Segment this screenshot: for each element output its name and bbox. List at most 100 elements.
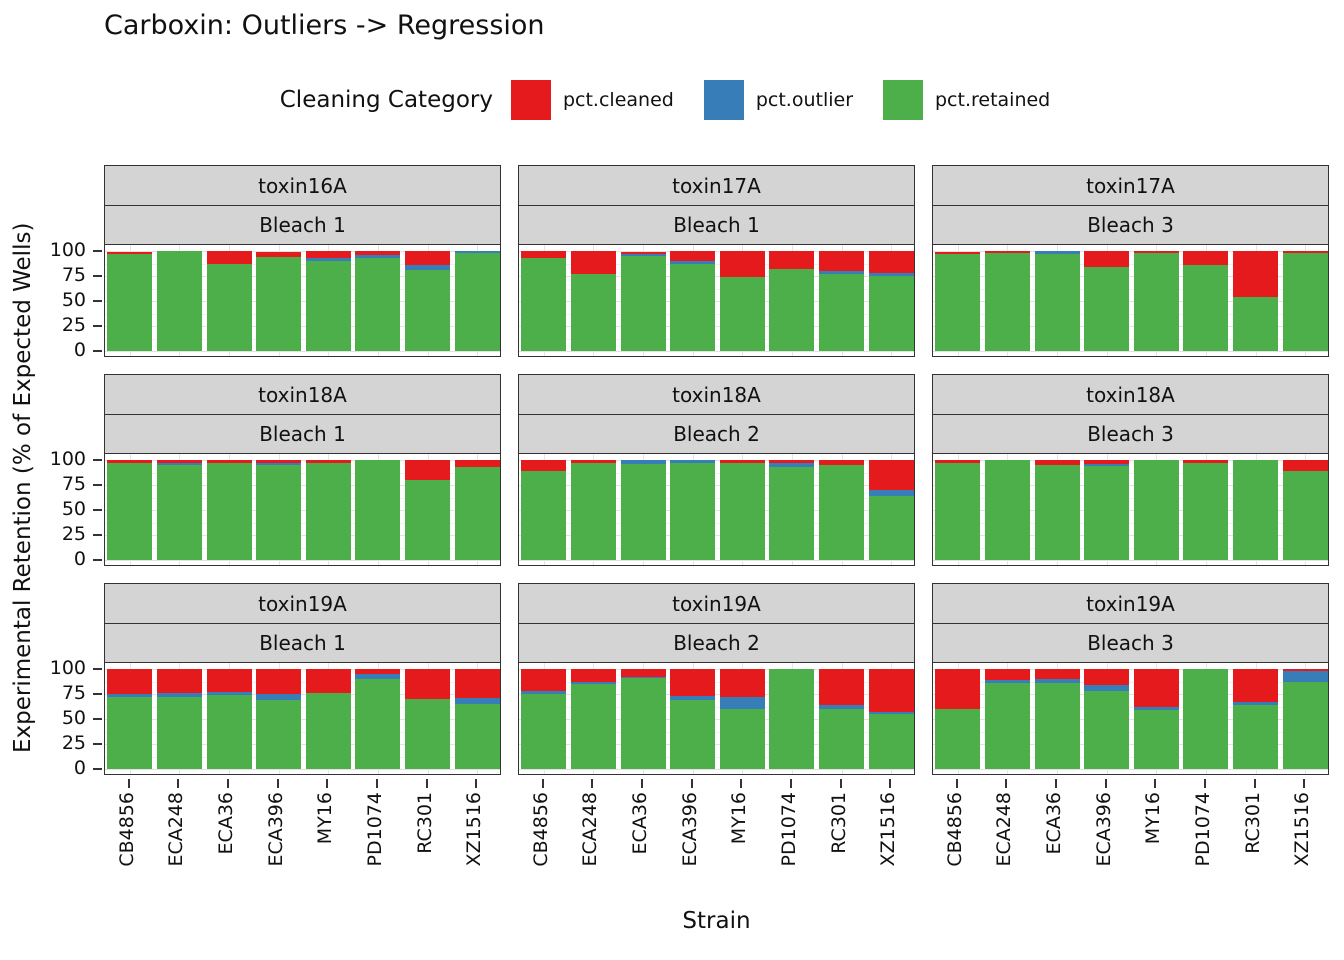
gridline-minor	[105, 547, 500, 549]
strip-bleach: Bleach 2	[518, 622, 915, 664]
bar-XZ1516	[869, 460, 914, 560]
bar-PD1074	[1183, 251, 1228, 351]
x-tick-mark	[376, 779, 378, 788]
bar-ECA396	[670, 251, 715, 351]
bar-segment-pct-retained	[256, 257, 301, 351]
gridline-major	[933, 535, 1328, 536]
bar-segment-pct-retained	[720, 277, 765, 351]
gridline-major	[519, 460, 914, 461]
bar-ECA36	[621, 669, 666, 769]
bar-segment-pct-cleaned	[521, 251, 566, 258]
gridline-minor	[933, 263, 1328, 265]
y-tick-label: 75	[61, 472, 86, 495]
y-tick-label: 0	[73, 338, 86, 361]
gridline-major	[105, 251, 500, 252]
bar-segment-pct-cleaned	[869, 669, 914, 712]
bar-segment-pct-cleaned	[405, 460, 450, 480]
y-tick-label: 25	[61, 731, 86, 754]
bar-segment-pct-retained	[1183, 463, 1228, 560]
y-axis-gutter: 0 25 50 75 100	[0, 374, 104, 570]
bar-segment-pct-cleaned	[935, 252, 980, 254]
x-tick-mark	[889, 779, 891, 788]
bar-segment-pct-outlier	[1084, 685, 1129, 691]
gridline-minor	[933, 547, 1328, 549]
bar-segment-pct-retained	[455, 253, 500, 351]
bar-segment-pct-retained	[157, 251, 202, 351]
bar-segment-pct-outlier	[1084, 464, 1129, 466]
gridline-major	[105, 694, 500, 695]
bar-segment-pct-cleaned	[935, 669, 980, 709]
bar-MY16	[720, 251, 765, 351]
bar-segment-pct-cleaned	[819, 460, 864, 465]
gridline-major	[105, 719, 500, 720]
gridline-major	[933, 769, 1328, 770]
x-tick-mark	[1154, 779, 1156, 788]
gridline-minor	[105, 706, 500, 708]
x-axis-row: CB4856 ECA248 ECA36 ECA396 MY16 PD1074 RC301 XZ…	[0, 779, 1329, 879]
legend-item: pct.outlier	[703, 80, 853, 120]
x-tick-label: MY16	[1142, 792, 1164, 845]
bar-segment-pct-outlier	[157, 693, 202, 697]
bar-segment-pct-cleaned	[1233, 251, 1278, 297]
gridline-major	[105, 301, 500, 302]
bar-segment-pct-cleaned	[1283, 251, 1328, 253]
y-tick-label: 75	[61, 263, 86, 286]
bar-ECA248	[571, 460, 616, 560]
gridline-minor	[933, 472, 1328, 474]
bar-segment-pct-cleaned	[1134, 251, 1179, 253]
bar-segment-pct-retained	[935, 254, 980, 351]
gridline-major	[933, 301, 1328, 302]
bar-ECA36	[1035, 251, 1080, 351]
x-tick-label: ECA396	[265, 792, 287, 867]
gridline-major	[933, 694, 1328, 695]
bar-ECA396	[256, 460, 301, 560]
x-tick-mark	[591, 779, 593, 788]
bar-RC301	[819, 251, 864, 351]
gridline-major	[933, 485, 1328, 486]
gridline-major	[519, 719, 914, 720]
plot-area	[104, 453, 501, 566]
bar-RC301	[819, 460, 864, 560]
gridline-minor	[519, 731, 914, 733]
bar-ECA248	[985, 460, 1030, 560]
x-tick-label: ECA248	[165, 792, 187, 867]
x-tick-label: ECA248	[993, 792, 1015, 867]
y-tick-label: 50	[61, 706, 86, 729]
bar-segment-pct-retained	[869, 276, 914, 351]
bar-XZ1516	[1283, 669, 1328, 769]
bar-CB4856	[107, 669, 152, 769]
facet-panel-toxin18A-Bleach2: toxin18A Bleach 2	[518, 374, 915, 566]
gridline-major	[519, 535, 914, 536]
gridline-major	[519, 694, 914, 695]
bar-segment-pct-outlier	[1134, 707, 1179, 710]
y-axis-gutter: 0 25 50 75 100	[0, 583, 104, 779]
bar-segment-pct-retained	[869, 714, 914, 769]
bar-segment-pct-outlier	[521, 691, 566, 694]
bar-segment-pct-retained	[621, 464, 666, 560]
x-tick-mark	[1204, 779, 1206, 788]
bar-segment-pct-cleaned	[985, 251, 1030, 253]
gridline-major	[519, 510, 914, 511]
bar-segment-pct-outlier	[571, 682, 616, 684]
facet-panel-toxin19A-Bleach1: toxin19A Bleach 1	[104, 583, 501, 775]
facet-row: 0 25 50 75 100 toxin18A Bleach 1 toxin18A Bleach…	[0, 374, 1329, 570]
bar-segment-pct-cleaned	[1035, 460, 1080, 465]
bar-segment-pct-retained	[1233, 705, 1278, 769]
strip-bleach: Bleach 3	[932, 413, 1329, 455]
x-tick-mark	[426, 779, 428, 788]
bar-ECA396	[256, 252, 301, 351]
bar-segment-pct-retained	[1035, 683, 1080, 769]
bar-PD1074	[769, 460, 814, 560]
bar-segment-pct-retained	[1183, 669, 1228, 769]
x-tick-mark	[1105, 779, 1107, 788]
bar-segment-pct-retained	[571, 684, 616, 769]
x-tick-label: PD1074	[364, 792, 386, 867]
y-tick-mark	[93, 533, 102, 536]
strip-bleach: Bleach 3	[932, 204, 1329, 246]
facet-panel-toxin19A-Bleach3: toxin19A Bleach 3	[932, 583, 1329, 775]
bar-segment-pct-cleaned	[935, 460, 980, 463]
x-tick-label: ECA36	[1043, 792, 1065, 855]
bar-segment-pct-cleaned	[455, 460, 500, 467]
gridline-major	[519, 351, 914, 352]
bar-segment-pct-retained	[521, 258, 566, 351]
